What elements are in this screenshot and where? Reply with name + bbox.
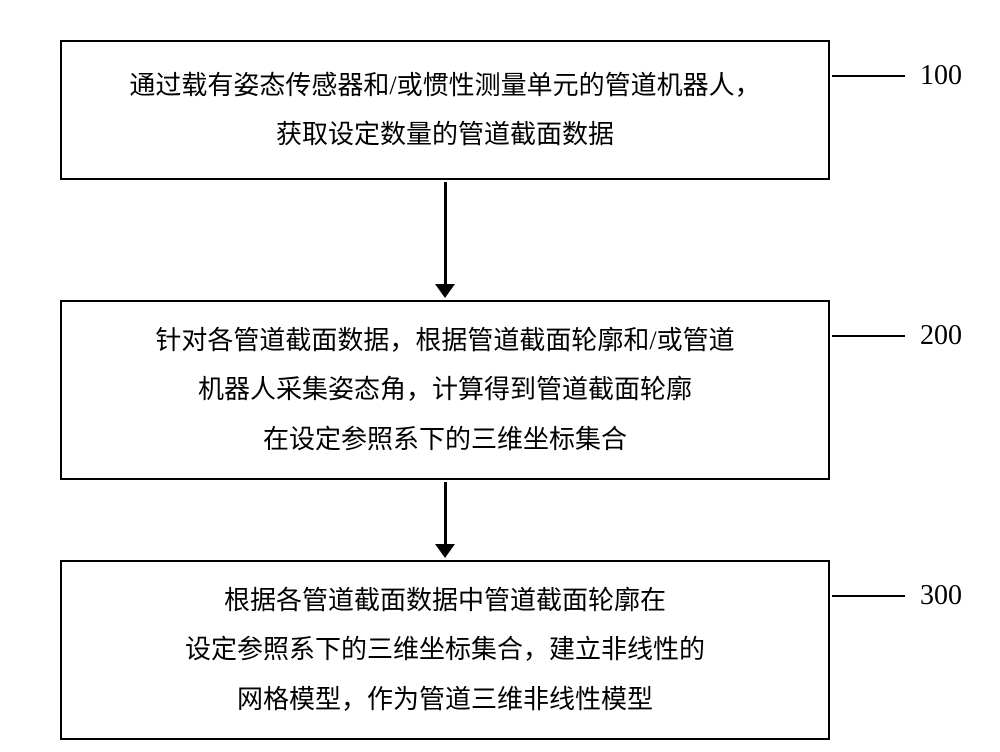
step-text-line: 获取设定数量的管道截面数据: [129, 110, 760, 159]
step-text-line: 机器人采集姿态角，计算得到管道截面轮廓: [155, 365, 734, 414]
flowchart-step-300: 根据各管道截面数据中管道截面轮廓在 设定参照系下的三维坐标集合，建立非线性的 网…: [60, 560, 830, 740]
arrow-down-icon: [444, 182, 447, 284]
leader-line: [832, 75, 905, 77]
step-text-line: 在设定参照系下的三维坐标集合: [155, 415, 734, 464]
step-text-line: 针对各管道截面数据，根据管道截面轮廓和/或管道: [155, 316, 734, 365]
step-text-line: 通过载有姿态传感器和/或惯性测量单元的管道机器人，: [129, 61, 760, 110]
arrow-head-icon: [435, 544, 455, 558]
step-text-line: 根据各管道截面数据中管道截面轮廓在: [185, 576, 705, 625]
step-number-label: 100: [920, 60, 962, 92]
arrow-head-icon: [435, 284, 455, 298]
leader-line: [832, 335, 905, 337]
step-text-line: 网格模型，作为管道三维非线性模型: [185, 675, 705, 724]
flowchart-step-200: 针对各管道截面数据，根据管道截面轮廓和/或管道 机器人采集姿态角，计算得到管道截…: [60, 300, 830, 480]
step-text-line: 设定参照系下的三维坐标集合，建立非线性的: [185, 625, 705, 674]
leader-line: [832, 595, 905, 597]
flowchart-step-100: 通过载有姿态传感器和/或惯性测量单元的管道机器人， 获取设定数量的管道截面数据: [60, 40, 830, 180]
step-number-label: 200: [920, 320, 962, 352]
arrow-down-icon: [444, 482, 447, 544]
flowchart-canvas: 通过载有姿态传感器和/或惯性测量单元的管道机器人， 获取设定数量的管道截面数据 …: [0, 0, 1000, 752]
step-number-label: 300: [920, 580, 962, 612]
